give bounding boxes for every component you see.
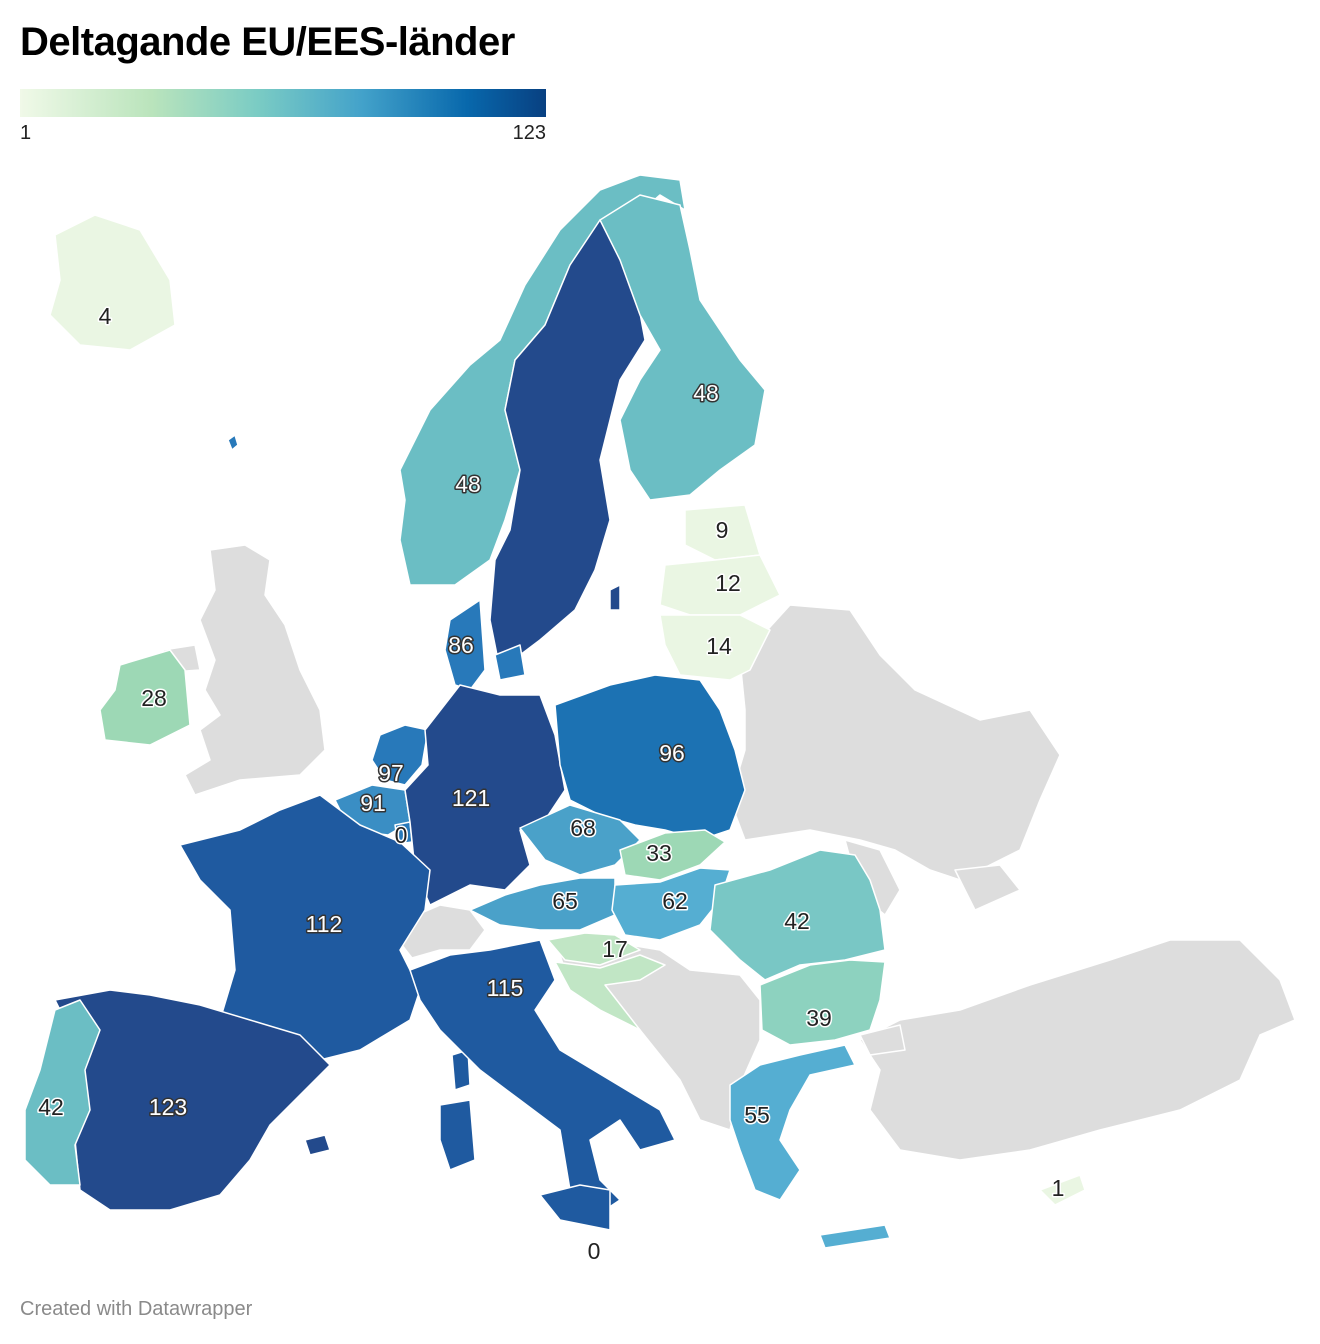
label-austria: 65 bbox=[552, 888, 578, 914]
label-spain: 123 bbox=[149, 1094, 187, 1120]
label-slovenia: 17 bbox=[602, 936, 628, 962]
country-gotland[interactable] bbox=[610, 585, 620, 610]
label-lithuania: 14 bbox=[706, 633, 732, 659]
country-crete[interactable] bbox=[820, 1225, 890, 1248]
label-malta: 0 bbox=[588, 1238, 601, 1264]
label-poland: 96 bbox=[659, 740, 685, 766]
color-legend: 1 123 bbox=[20, 89, 546, 117]
label-estonia: 9 bbox=[716, 517, 729, 543]
label-iceland: 4 bbox=[99, 303, 112, 329]
country-belarus-ukraine-russia[interactable] bbox=[730, 605, 1060, 880]
label-slovakia: 33 bbox=[646, 840, 672, 866]
label-norway: 48 bbox=[455, 471, 481, 497]
chart-title: Deltagande EU/EES-länder bbox=[20, 20, 515, 65]
country-balearic-islands[interactable] bbox=[305, 1135, 330, 1155]
label-bulgaria: 39 bbox=[806, 1005, 832, 1031]
label-france: 112 bbox=[306, 911, 343, 937]
country-turkey[interactable] bbox=[860, 940, 1295, 1160]
label-ireland: 28 bbox=[141, 685, 167, 711]
legend-gradient-bar bbox=[20, 89, 546, 117]
label-portugal: 42 bbox=[38, 1094, 64, 1120]
legend-max-label: 123 bbox=[513, 122, 546, 145]
label-luxembourg: 0 bbox=[395, 822, 408, 848]
label-germany: 121 bbox=[452, 785, 490, 811]
europe-map: 4 48 48 9 12 14 86 28 97 91 0 121 96 68 … bbox=[0, 150, 1320, 1270]
label-italy: 115 bbox=[487, 975, 524, 1001]
map-svg: 4 48 48 9 12 14 86 28 97 91 0 121 96 68 … bbox=[0, 150, 1320, 1270]
label-belgium: 91 bbox=[360, 790, 386, 816]
country-crimea[interactable] bbox=[955, 865, 1020, 910]
legend-min-label: 1 bbox=[20, 122, 31, 145]
country-great-britain[interactable] bbox=[185, 545, 325, 795]
credit-footer: Created with Datawrapper bbox=[20, 1298, 252, 1321]
label-finland: 48 bbox=[693, 380, 719, 406]
label-latvia: 12 bbox=[715, 570, 741, 596]
label-greece: 55 bbox=[744, 1102, 770, 1128]
country-iceland[interactable] bbox=[50, 215, 175, 350]
country-sardinia[interactable] bbox=[440, 1100, 475, 1170]
label-romania: 42 bbox=[784, 908, 810, 934]
label-cyprus: 1 bbox=[1052, 1175, 1065, 1201]
country-sicily[interactable] bbox=[540, 1185, 610, 1230]
label-hungary: 62 bbox=[662, 888, 688, 914]
label-netherlands: 97 bbox=[378, 760, 404, 786]
label-czechia: 68 bbox=[570, 815, 596, 841]
label-denmark: 86 bbox=[448, 632, 474, 658]
country-faroe[interactable] bbox=[228, 435, 238, 450]
country-sweden[interactable] bbox=[490, 220, 645, 670]
